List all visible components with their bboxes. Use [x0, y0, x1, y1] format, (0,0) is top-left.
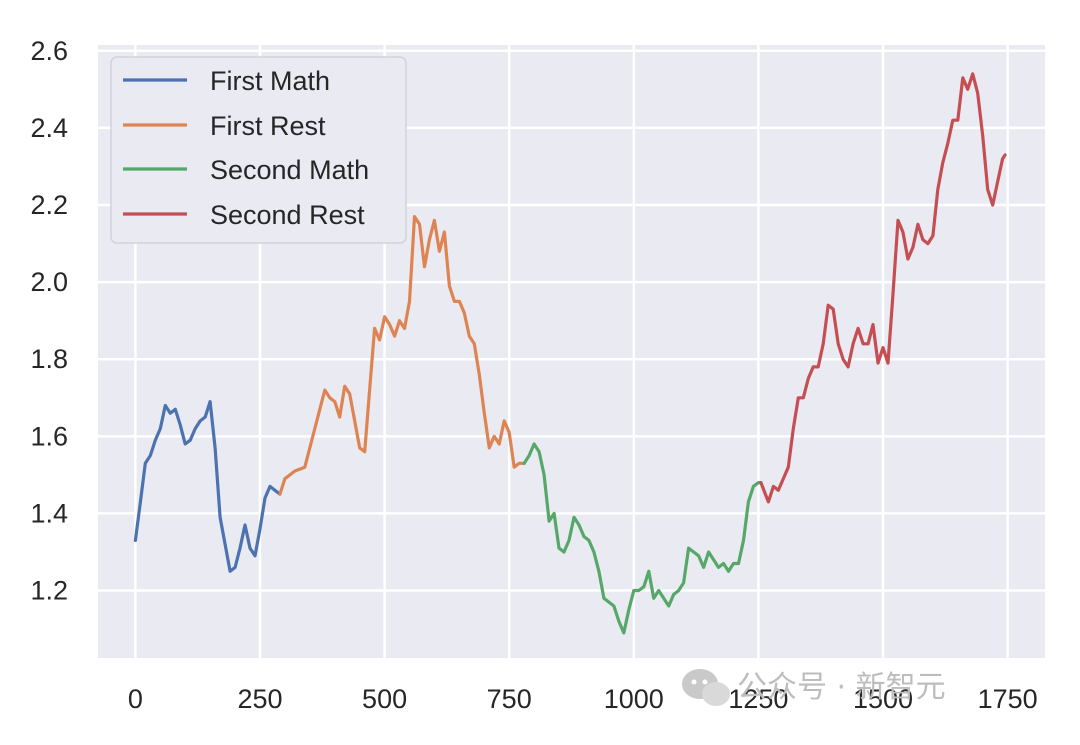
x-tick-label: 500	[362, 684, 407, 714]
y-tick-label: 2.6	[30, 36, 68, 66]
y-tick-label: 2.2	[30, 190, 68, 220]
y-tick-label: 1.2	[30, 576, 68, 606]
legend-label-4: Second Rest	[210, 200, 365, 230]
y-tick-label: 1.8	[30, 344, 68, 374]
x-tick-label: 1000	[604, 684, 664, 714]
legend-box	[110, 56, 407, 244]
wechat-icon	[682, 669, 730, 706]
series-line-4	[759, 72, 1007, 504]
legend-label-3: Second Math	[210, 155, 369, 185]
x-tick-label: 0	[128, 684, 143, 714]
series-layer	[133, 72, 1007, 635]
x-axis-ticks: 0 250 500 750 1000 1250 1500 1750	[128, 684, 1038, 714]
x-tick-label: 1750	[978, 684, 1038, 714]
x-tick-label: 1500	[853, 684, 913, 714]
series-line-1	[133, 400, 282, 573]
y-tick-label: 2.0	[30, 267, 68, 297]
x-tick-label: 750	[487, 684, 532, 714]
y-tick-label: 1.6	[30, 421, 68, 451]
legend: First Math First Rest Second Math Second Re…	[110, 56, 407, 244]
legend-label-1: First Math	[210, 66, 330, 96]
series-line-2	[278, 215, 526, 496]
y-axis-ticks: 1.2 1.4 1.6 1.8 2.0 2.2 2.4 2.6	[30, 36, 68, 606]
watermark-text: 公众号 · 新智元	[737, 670, 946, 705]
y-tick-label: 1.4	[30, 498, 68, 528]
watermark: 公众号 · 新智元	[682, 669, 946, 706]
y-tick-label: 2.4	[30, 113, 68, 143]
legend-label-2: First Rest	[210, 111, 326, 141]
x-tick-label: 250	[237, 684, 282, 714]
x-tick-label: 1250	[728, 684, 788, 714]
series-line-3	[522, 442, 763, 635]
